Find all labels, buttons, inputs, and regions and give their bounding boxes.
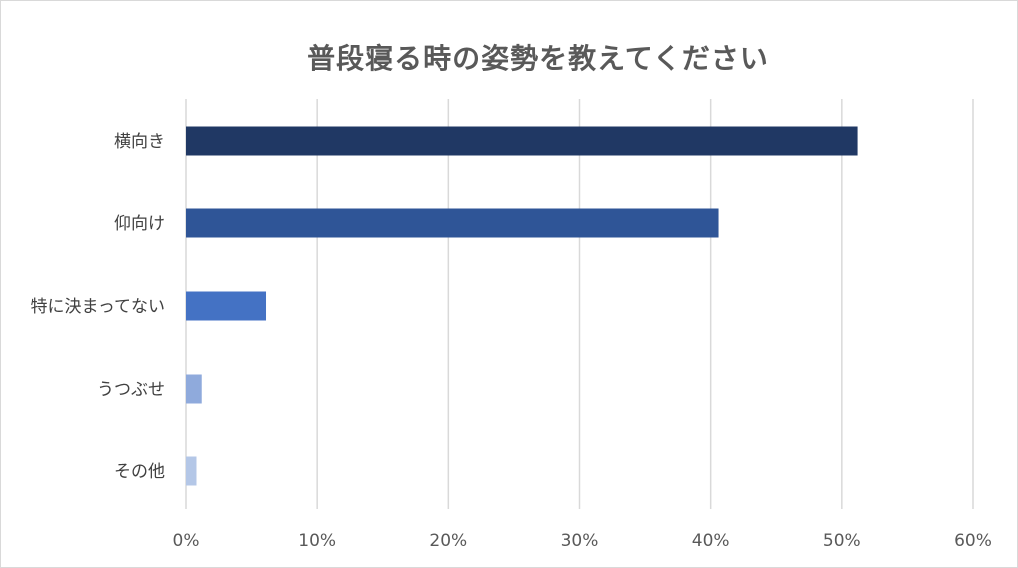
category-label: その他: [114, 462, 165, 482]
bar: [186, 456, 197, 486]
bars: [186, 126, 858, 486]
x-tick-label: 20%: [429, 531, 467, 551]
bar: [186, 126, 858, 156]
category-label: うつぶせ: [97, 380, 165, 400]
x-tick-label: 50%: [823, 531, 861, 551]
bar: [186, 374, 202, 404]
x-axis-ticks: 0% 10% 20% 30% 40% 50% 60%: [173, 531, 992, 551]
gridlines: [185, 99, 974, 509]
bar: [186, 291, 267, 321]
chart-title: 普段寝る時の姿勢を教えてください: [307, 42, 769, 75]
category-label: 特に決まってない: [31, 297, 165, 317]
x-tick-label: 0%: [173, 531, 200, 551]
x-tick-label: 40%: [692, 531, 730, 551]
bar: [186, 208, 719, 238]
x-tick-label: 30%: [561, 531, 599, 551]
x-tick-label: 10%: [298, 531, 336, 551]
category-label: 仰向け: [114, 214, 165, 234]
x-tick-label: 60%: [954, 531, 992, 551]
category-label: 横向き: [114, 132, 165, 152]
